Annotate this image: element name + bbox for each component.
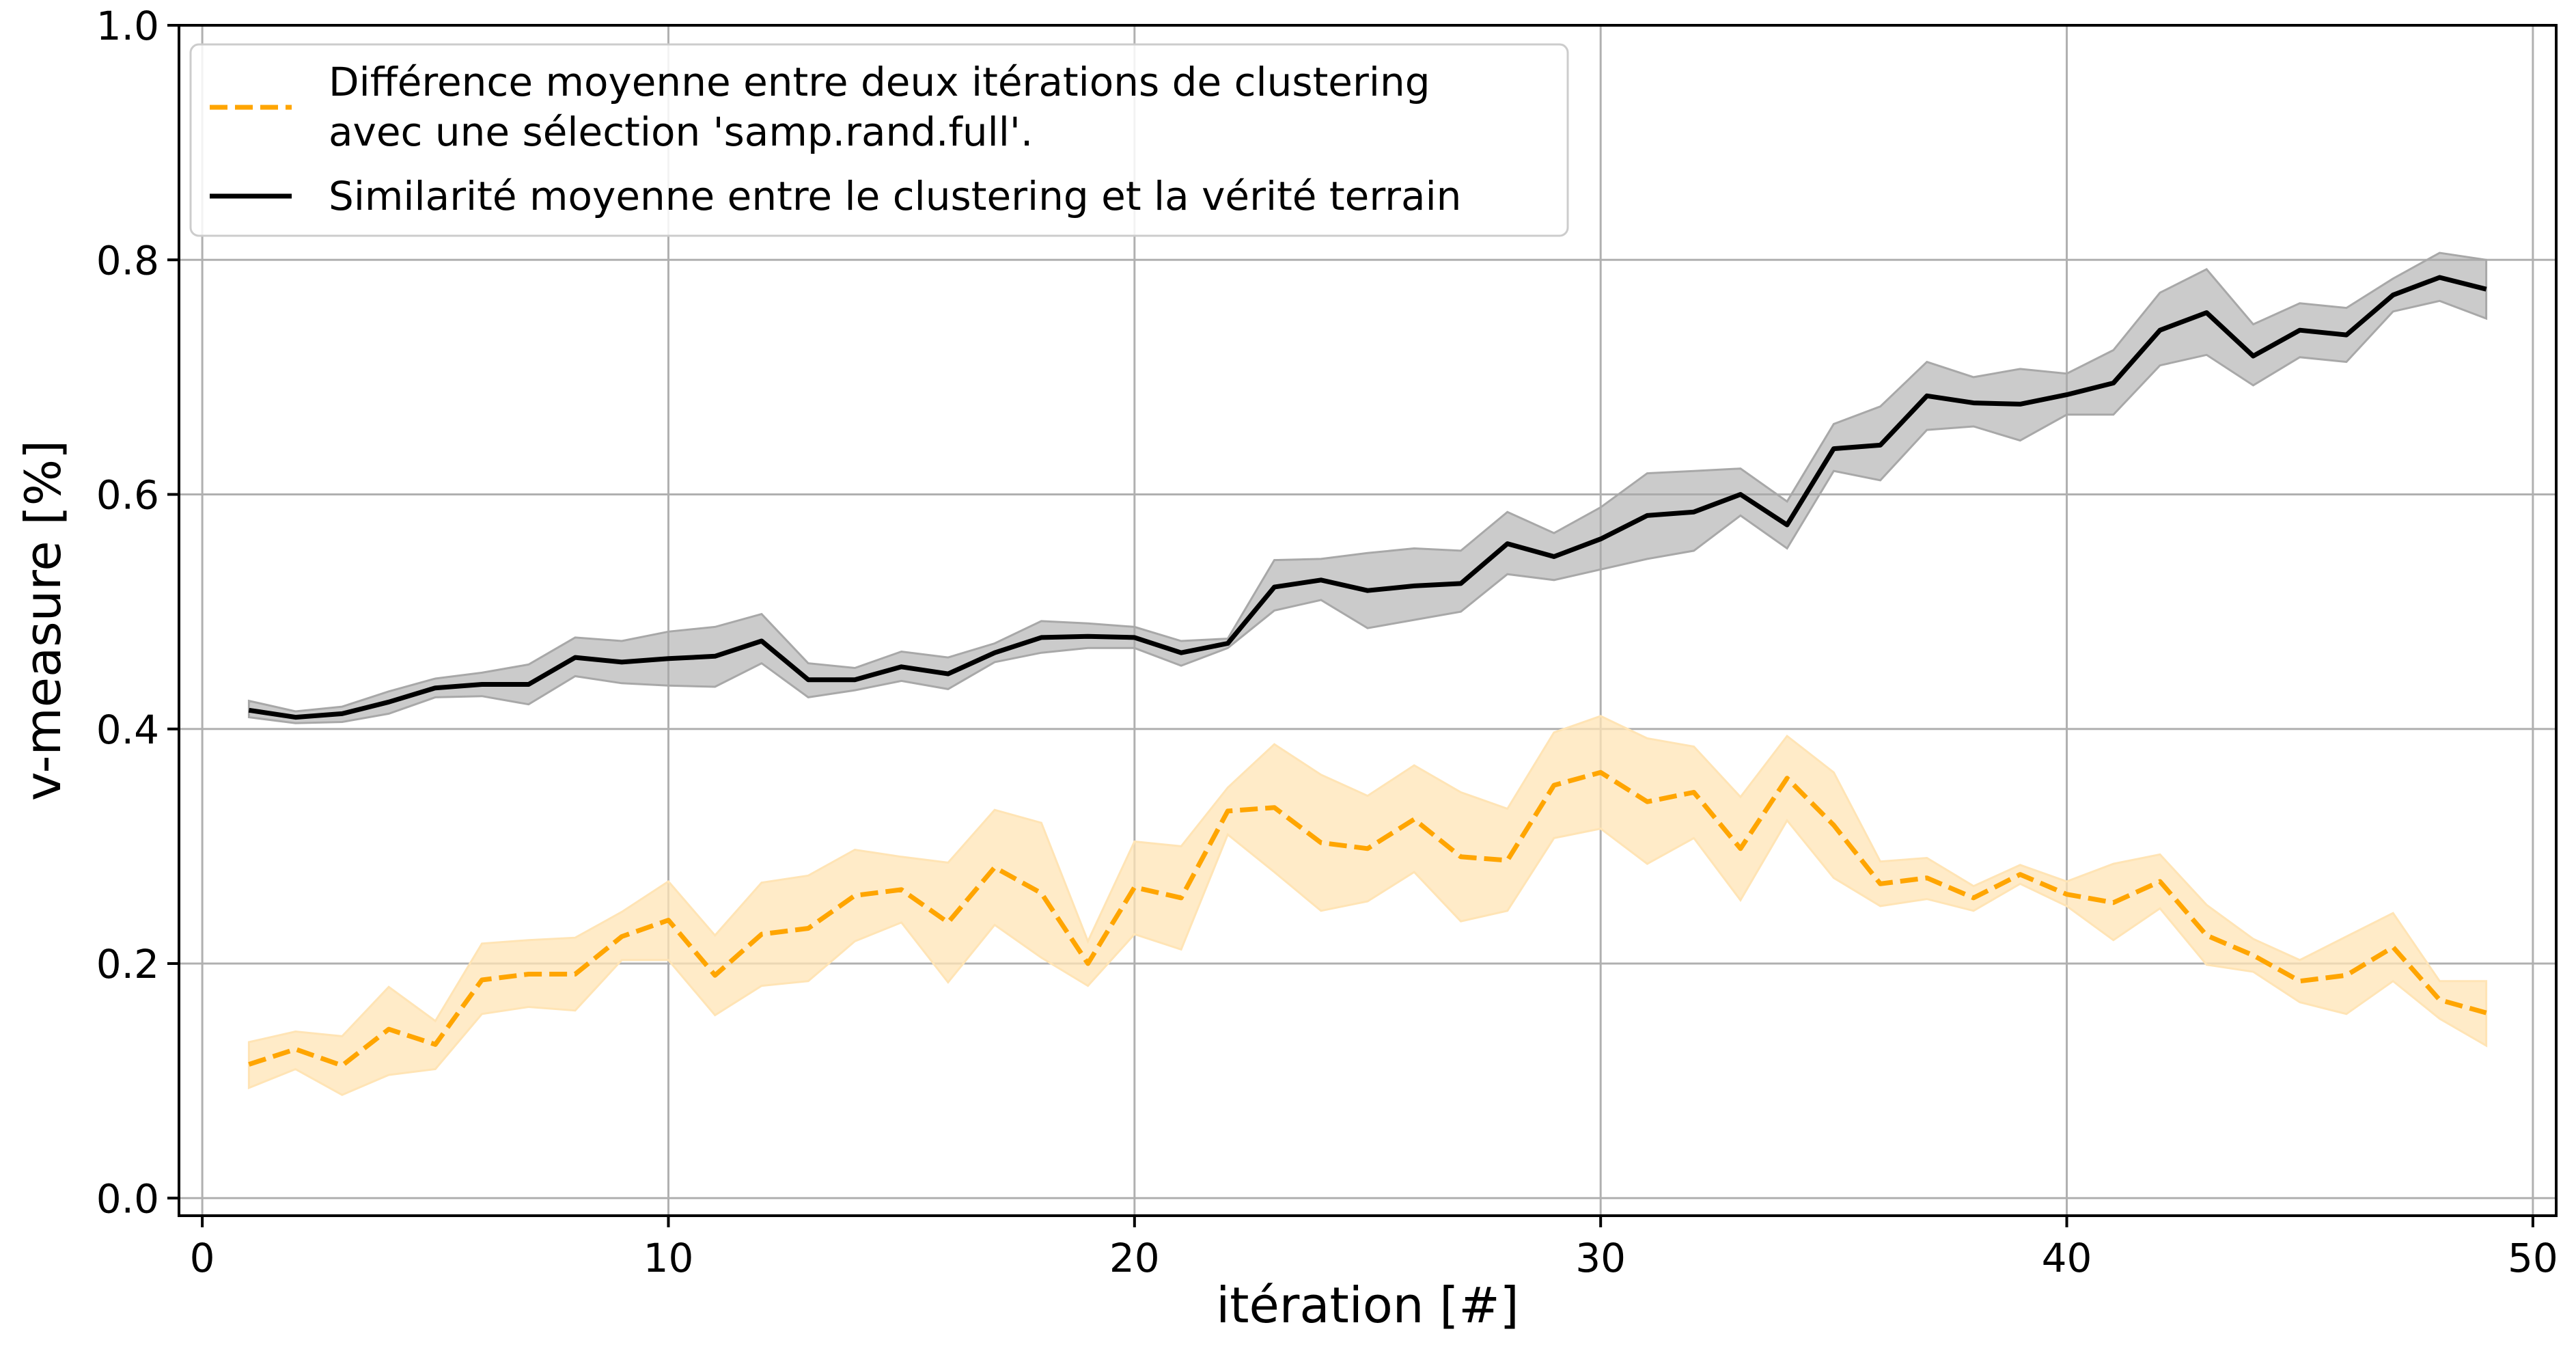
series-1-line [248, 275, 2487, 720]
y-tick-label: 0.6 [96, 472, 159, 519]
series-0-band [247, 715, 2488, 1096]
series-lines [248, 275, 2487, 1068]
x-tick-label: 40 [2042, 1235, 2092, 1281]
legend-label-0: Différence moyenne entre deux itérations… [329, 59, 1430, 105]
x-tick-label: 50 [2508, 1235, 2558, 1281]
y-tick-label: 1.0 [96, 3, 159, 49]
plot-area-frame [178, 24, 2558, 1217]
y-tick-label: 0.2 [96, 941, 159, 987]
x-axis-title: itération [#] [1216, 1277, 1519, 1334]
legend-label-1: Similarité moyenne entre le clustering e… [329, 173, 1461, 219]
x-tick-label: 30 [1575, 1235, 1626, 1281]
series-1-band [247, 251, 2488, 724]
y-tick-label: 0.8 [96, 237, 159, 284]
series-0-line [248, 769, 2487, 1068]
x-tick-label: 0 [190, 1235, 215, 1281]
x-tick-label: 10 [643, 1235, 694, 1281]
confidence-bands [247, 251, 2488, 1096]
legend-label-0: avec une sélection 'samp.rand.full'. [329, 109, 1033, 155]
legend: Différence moyenne entre deux itérations… [189, 43, 1569, 237]
x-tick-label: 20 [1109, 1235, 1160, 1281]
legend-box [189, 43, 1569, 237]
y-tick-label: 0.0 [96, 1175, 159, 1222]
y-tick-label: 0.4 [96, 707, 159, 753]
y-axis-title: v-measure [%] [14, 440, 72, 801]
axis-ticks: 0 10 20 30 40 50 0.0 0.2 0.4 0.6 0.8 1.0 [96, 3, 2558, 1281]
